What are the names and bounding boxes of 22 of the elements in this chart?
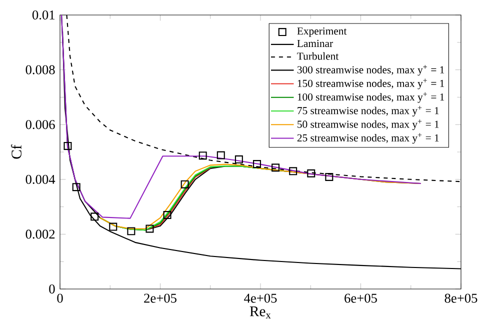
x-tick-label: 2e+05 [144,294,176,303]
x-tick-label: 0 [57,294,63,303]
x-tick-label: 6e+05 [344,294,377,303]
legend-label: 150 streamwise nodes, max y$^{+}$ = 1 [298,78,444,90]
legend-label: 100 streamwise nodes, max y$^{+}$ = 1 [298,92,444,103]
x-axis-title: Re$_{x}$ [250,306,271,318]
x-tick-label: 8e+05 [444,294,478,303]
y-tick-label: 0.004 [26,174,56,184]
x-tick-label: 4e+05 [244,294,277,303]
legend-label: 50 streamwise nodes, max y$^{+}$ = 1 [298,119,439,130]
y-tick-label: 0.006 [26,120,55,130]
y-tick-label: 0.008 [26,65,55,74]
y-tick-label: 0.01 [32,10,54,20]
legend-label: Turbulent [297,52,339,60]
legend-label: 300 streamwise nodes, max y$^{+}$ = 1 [297,65,444,76]
y-axis-title: Cf [10,144,22,159]
legend-label: Experiment [297,27,347,37]
y-tick-label: 0 [49,284,55,294]
y-tick-label: 0.002 [26,230,55,239]
legend-label: 75 streamwise nodes, max y$^{+}$ = 1 [298,106,439,116]
legend-label: 25 streamwise nodes, max y$^{+}$ = 1 [297,133,439,144]
legend-label: Laminar [297,40,333,48]
